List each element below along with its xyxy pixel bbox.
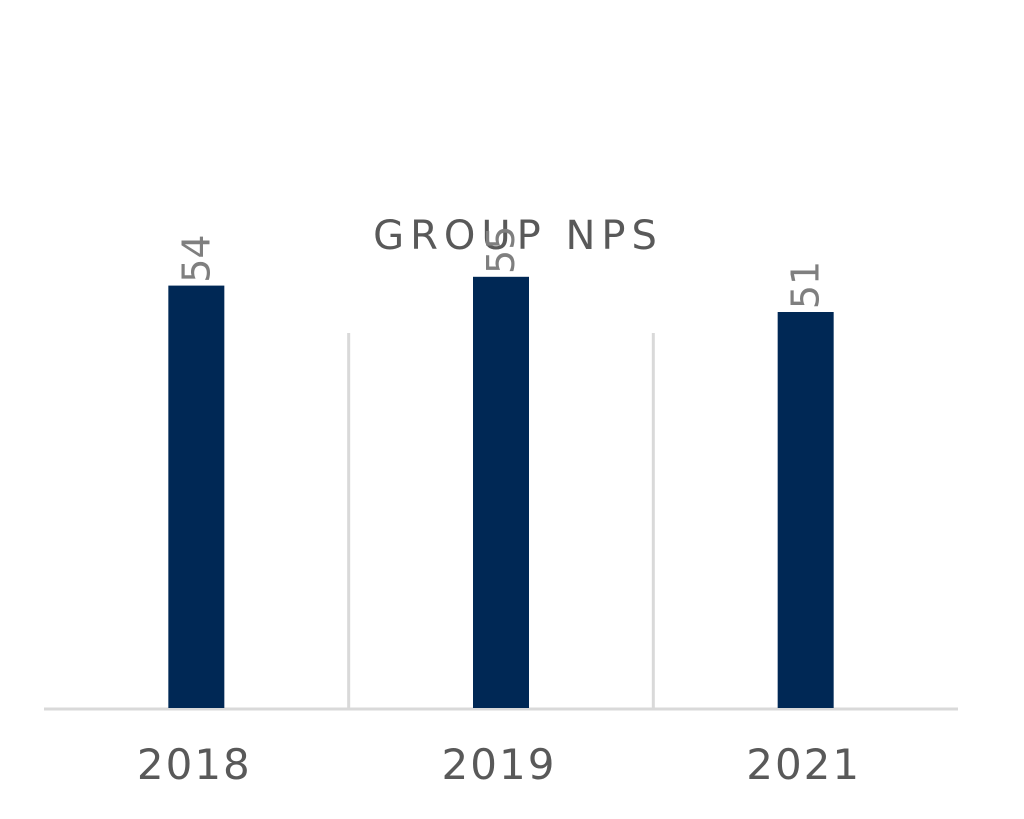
data-label-2018: 54 [174,234,218,282]
data-label-2019: 55 [479,226,523,274]
category-separators [347,333,655,708]
data-label-2021: 51 [784,261,828,309]
data-labels: 54 55 51 [174,226,827,310]
x-tick-label-2021: 2021 [746,740,861,789]
bar-2018 [168,285,225,708]
x-tick-labels: 2018 2019 2021 [137,740,861,789]
bar-2019 [473,276,529,708]
bar-series [168,276,834,708]
x-tick-label-2019: 2019 [442,740,557,789]
chart-title: GROUP NPS [373,213,663,259]
bar-2021 [777,312,834,708]
x-tick-label-2018: 2018 [137,740,252,789]
